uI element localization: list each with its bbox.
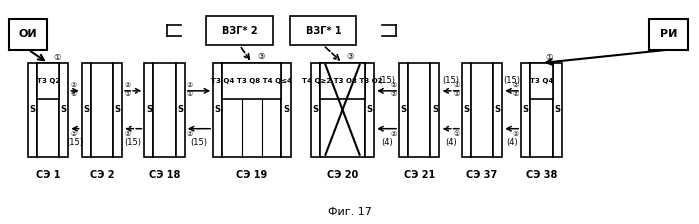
Bar [320, 63, 365, 157]
Text: ③: ③ [257, 52, 265, 61]
Text: Т3 Q4: Т3 Q4 [530, 78, 553, 84]
Text: Т3 Q2: Т3 Q2 [36, 78, 59, 84]
Text: S: S [432, 105, 438, 114]
Bar [311, 63, 320, 157]
Bar [471, 63, 493, 157]
Bar [175, 63, 185, 157]
Bar [282, 63, 291, 157]
Bar [37, 63, 59, 99]
Text: ①: ① [545, 53, 553, 62]
Text: S: S [146, 105, 152, 114]
Bar [222, 63, 282, 157]
Bar [113, 63, 122, 157]
Text: ①: ① [454, 91, 460, 97]
Bar [37, 63, 59, 157]
Text: ВЗГ* 2: ВЗГ* 2 [222, 26, 257, 36]
Text: S: S [367, 105, 373, 114]
Text: S: S [178, 105, 183, 114]
Text: ②: ② [391, 131, 397, 137]
Bar [222, 63, 282, 99]
Text: S: S [61, 105, 67, 114]
Text: СЭ 37: СЭ 37 [466, 170, 498, 180]
Text: СЭ 18: СЭ 18 [149, 170, 180, 180]
Text: S: S [283, 105, 289, 114]
Bar [290, 16, 356, 45]
Bar [530, 63, 552, 157]
Bar [408, 63, 431, 157]
Text: СЭ 20: СЭ 20 [327, 170, 358, 180]
Text: РИ: РИ [660, 29, 677, 39]
Text: Т3 Q4 Т3 Q8 Т4 Q≤4: Т3 Q4 Т3 Q8 Т4 Q≤4 [211, 78, 292, 84]
Bar [530, 63, 552, 99]
Bar [493, 63, 503, 157]
Text: (4): (4) [506, 138, 517, 146]
Text: ①: ① [454, 82, 460, 88]
Text: ВЗГ* 1: ВЗГ* 1 [305, 26, 341, 36]
Bar [59, 63, 69, 157]
Text: ②: ② [513, 131, 519, 137]
Text: ②: ② [391, 82, 397, 88]
Text: Фиг. 17: Фиг. 17 [328, 207, 371, 217]
Text: (15): (15) [191, 138, 208, 146]
Text: ①: ① [454, 131, 460, 137]
Text: СЭ 19: СЭ 19 [236, 170, 268, 180]
Text: (4): (4) [381, 138, 393, 146]
Bar [462, 63, 471, 157]
Text: ③: ③ [347, 52, 354, 61]
Text: ОИ: ОИ [19, 29, 38, 39]
Text: (15): (15) [66, 138, 83, 146]
Bar [154, 63, 175, 157]
Text: СЭ 1: СЭ 1 [36, 170, 60, 180]
Bar [552, 63, 561, 157]
Bar [649, 19, 688, 50]
Bar [213, 63, 222, 157]
Text: (4): (4) [445, 138, 456, 146]
Text: S: S [495, 105, 500, 114]
Text: СЭ 2: СЭ 2 [89, 170, 114, 180]
Bar [320, 63, 365, 99]
Text: ②: ② [391, 91, 397, 97]
Bar [9, 19, 48, 50]
Text: ②: ② [187, 82, 193, 88]
Text: S: S [115, 105, 120, 114]
Text: S: S [401, 105, 407, 114]
Text: СЭ 21: СЭ 21 [403, 170, 435, 180]
Text: (15): (15) [442, 76, 459, 85]
Text: ①: ① [54, 53, 62, 62]
Bar [399, 63, 408, 157]
Text: (15): (15) [378, 76, 395, 85]
Text: ②: ② [187, 131, 193, 137]
Text: (15): (15) [503, 76, 520, 85]
Text: Т4 Q≥2 Т3 О8 Т3 О2: Т4 Q≥2 Т3 О8 Т3 О2 [302, 78, 383, 84]
Bar [365, 63, 374, 157]
Text: S: S [463, 105, 469, 114]
Text: ①: ① [124, 91, 131, 97]
Text: ②: ② [513, 82, 519, 88]
Text: ②: ② [71, 131, 77, 137]
Text: ②: ② [124, 82, 131, 88]
Text: ②: ② [513, 91, 519, 97]
Text: S: S [29, 105, 36, 114]
Bar [82, 63, 91, 157]
Text: ①: ① [71, 91, 77, 97]
Text: ②: ② [124, 131, 131, 137]
Bar [206, 16, 273, 45]
Bar [28, 63, 37, 157]
Text: СЭ 38: СЭ 38 [526, 170, 557, 180]
Text: ①: ① [187, 91, 193, 97]
Text: S: S [523, 105, 528, 114]
Text: S: S [554, 105, 560, 114]
Bar [91, 63, 113, 157]
Text: (15): (15) [124, 138, 142, 146]
Text: S: S [83, 105, 89, 114]
Bar [145, 63, 154, 157]
Bar [431, 63, 440, 157]
Text: S: S [215, 105, 221, 114]
Text: ②: ② [71, 82, 77, 88]
Bar [521, 63, 530, 157]
Text: S: S [312, 105, 318, 114]
